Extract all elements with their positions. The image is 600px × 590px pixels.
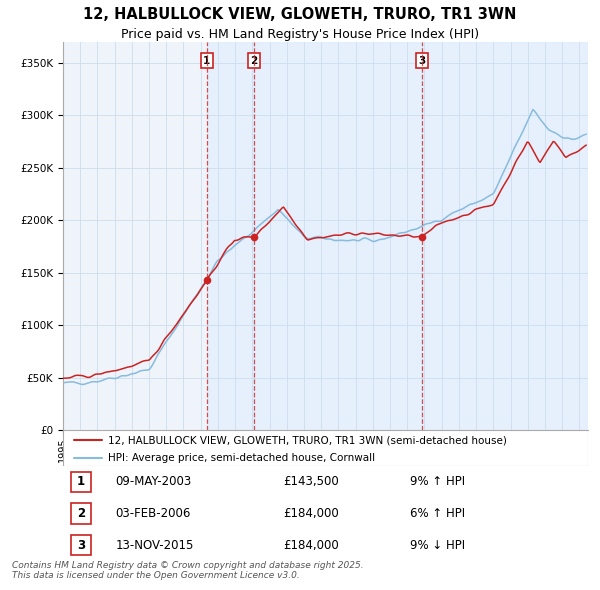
Bar <box>207 42 254 430</box>
Text: £184,000: £184,000 <box>284 539 339 552</box>
Text: £184,000: £184,000 <box>284 507 339 520</box>
Text: 09-MAY-2003: 09-MAY-2003 <box>115 476 192 489</box>
Text: Price paid vs. HM Land Registry's House Price Index (HPI): Price paid vs. HM Land Registry's House … <box>121 28 479 41</box>
Text: 2: 2 <box>250 56 257 66</box>
Text: £143,500: £143,500 <box>284 476 339 489</box>
Text: 2: 2 <box>77 507 85 520</box>
Text: 1: 1 <box>77 476 85 489</box>
Bar <box>422 42 588 430</box>
Text: 13-NOV-2015: 13-NOV-2015 <box>115 539 194 552</box>
Text: 1: 1 <box>203 56 211 66</box>
Text: 12, HALBULLOCK VIEW, GLOWETH, TRURO, TR1 3WN: 12, HALBULLOCK VIEW, GLOWETH, TRURO, TR1… <box>83 7 517 22</box>
Bar <box>71 471 91 492</box>
Text: 3: 3 <box>419 56 426 66</box>
Bar <box>71 503 91 524</box>
Text: 6% ↑ HPI: 6% ↑ HPI <box>409 507 464 520</box>
Text: HPI: Average price, semi-detached house, Cornwall: HPI: Average price, semi-detached house,… <box>107 453 375 463</box>
Text: 9% ↑ HPI: 9% ↑ HPI <box>409 476 464 489</box>
Text: Contains HM Land Registry data © Crown copyright and database right 2025.
This d: Contains HM Land Registry data © Crown c… <box>12 561 364 581</box>
Bar <box>254 42 422 430</box>
Text: 12, HALBULLOCK VIEW, GLOWETH, TRURO, TR1 3WN (semi-detached house): 12, HALBULLOCK VIEW, GLOWETH, TRURO, TR1… <box>107 435 506 445</box>
Text: 3: 3 <box>77 539 85 552</box>
Text: 9% ↓ HPI: 9% ↓ HPI <box>409 539 464 552</box>
Bar <box>71 535 91 555</box>
Text: 03-FEB-2006: 03-FEB-2006 <box>115 507 191 520</box>
